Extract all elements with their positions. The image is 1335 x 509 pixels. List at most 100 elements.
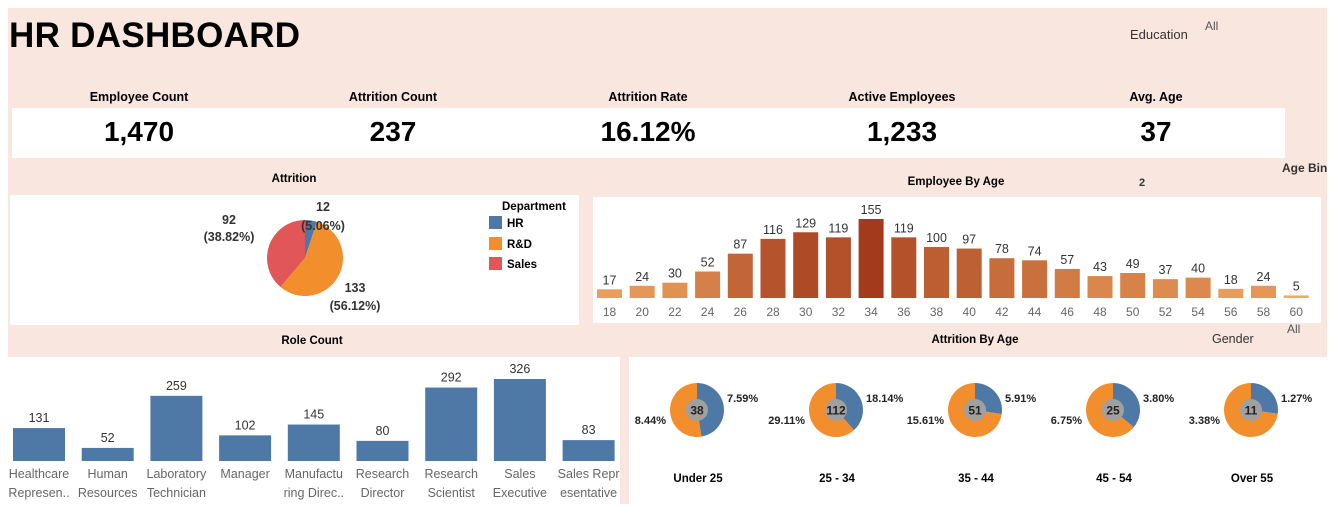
pie-slice-hr[interactable] bbox=[305, 220, 317, 258]
kpi-attrition-rate-value: 16.12% bbox=[600, 116, 696, 147]
age-bar[interactable] bbox=[1087, 276, 1113, 298]
kpi-active-employees-value: 1,233 bbox=[866, 116, 938, 147]
age-bar[interactable] bbox=[1218, 288, 1244, 298]
attrition-age-blue-label: 1.27% bbox=[1281, 393, 1312, 405]
department-pie[interactable] bbox=[266, 220, 343, 296]
sales-percent-label: (38.82%) bbox=[204, 230, 255, 244]
role-bar[interactable] bbox=[356, 440, 409, 461]
age-bar-value: 49 bbox=[1126, 257, 1140, 271]
age-bar[interactable] bbox=[1022, 260, 1048, 298]
hr-value-label: 12 bbox=[316, 200, 330, 214]
hr-percent-label: (5.06%) bbox=[301, 219, 345, 233]
attrition-age-slice-blue[interactable] bbox=[1113, 383, 1140, 428]
age-bar[interactable] bbox=[1152, 279, 1178, 298]
age-bar[interactable] bbox=[793, 232, 819, 298]
role-bar[interactable] bbox=[150, 395, 203, 461]
age-bar[interactable] bbox=[989, 258, 1015, 298]
legend-sales-label[interactable]: Sales bbox=[507, 259, 537, 271]
kpi-employee-count-label: Employee Count bbox=[89, 90, 189, 104]
age-bin-value[interactable]: 2 bbox=[1139, 177, 1146, 189]
legend-sales-swatch[interactable] bbox=[489, 257, 502, 270]
role-axis-label: Research Scientist bbox=[416, 465, 486, 503]
age-tick-label: 40 bbox=[963, 305, 977, 319]
attrition-age-group-label: Under 25 bbox=[673, 473, 723, 485]
sales-value-label: 92 bbox=[222, 213, 236, 227]
role-bar[interactable] bbox=[13, 428, 65, 461]
role-bar-value: 259 bbox=[166, 379, 187, 393]
role-axis-label-line: esentative bbox=[560, 486, 618, 500]
role-bar-value: 102 bbox=[235, 418, 256, 432]
donut-center bbox=[964, 399, 986, 421]
role-axis-label-line: Technician bbox=[146, 486, 206, 500]
role-bar[interactable] bbox=[219, 435, 272, 461]
kpi-employee-count-value: 1,470 bbox=[103, 116, 175, 147]
age-bar[interactable] bbox=[695, 271, 721, 298]
kpi-avg-age-label: Avg. Age bbox=[1129, 90, 1183, 104]
age-bar[interactable] bbox=[956, 248, 982, 298]
role-bar-value: 83 bbox=[582, 423, 596, 437]
age-bar[interactable] bbox=[727, 253, 753, 298]
pie-slice-rd[interactable] bbox=[280, 221, 343, 296]
role-axis-label-line: Scientist bbox=[427, 486, 475, 500]
attrition-age-slice-blue[interactable] bbox=[836, 383, 863, 431]
age-bar[interactable] bbox=[629, 285, 655, 298]
role-count-chart: 131 52 259 102 145 80 292 326 83 bbox=[13, 362, 615, 461]
role-bar[interactable] bbox=[562, 440, 615, 461]
age-bar-value: 43 bbox=[1093, 260, 1107, 274]
age-bar-value: 119 bbox=[828, 221, 848, 235]
legend-hr-swatch[interactable] bbox=[489, 216, 502, 229]
age-bar[interactable] bbox=[891, 237, 917, 298]
attrition-age-group-label: 45 - 54 bbox=[1096, 473, 1132, 485]
role-axis-label-line: Human bbox=[87, 467, 128, 481]
role-bar[interactable] bbox=[493, 379, 546, 461]
education-filter-value[interactable]: All bbox=[1205, 19, 1219, 33]
role-bar-value: 145 bbox=[303, 408, 324, 422]
legend-rd-label[interactable]: R&D bbox=[507, 239, 532, 251]
attrition-age-slice-blue[interactable] bbox=[697, 383, 724, 437]
age-bar-value: 18 bbox=[1224, 273, 1238, 287]
legend-rd-swatch[interactable] bbox=[489, 237, 502, 250]
role-bar[interactable] bbox=[425, 387, 478, 461]
attrition-age-slice-orange[interactable] bbox=[670, 383, 702, 437]
role-axis-label-line bbox=[210, 484, 280, 503]
role-axis-label: Healthcare Represen.. bbox=[4, 465, 74, 503]
education-filter-label: Education bbox=[1130, 27, 1188, 42]
age-bar[interactable] bbox=[760, 238, 786, 298]
role-bar[interactable] bbox=[287, 424, 340, 461]
pie-slice-sales[interactable] bbox=[266, 220, 305, 288]
age-bar[interactable] bbox=[1283, 295, 1309, 298]
role-bar-value: 52 bbox=[101, 431, 115, 445]
age-bar[interactable] bbox=[1120, 273, 1146, 298]
gender-filter-value[interactable]: All bbox=[1287, 322, 1301, 336]
age-bar[interactable] bbox=[662, 282, 688, 298]
age-bar-value: 119 bbox=[894, 221, 914, 235]
age-bar[interactable] bbox=[1054, 268, 1080, 298]
kpi-attrition-count-value: 237 bbox=[369, 116, 417, 147]
attrition-section-title: Attrition bbox=[271, 173, 317, 185]
role-axis-label: Manager bbox=[210, 465, 280, 503]
age-tick-label: 18 bbox=[603, 305, 617, 319]
donut-center bbox=[1102, 399, 1124, 421]
age-bar-value: 24 bbox=[635, 270, 649, 284]
age-bar[interactable] bbox=[1251, 285, 1276, 298]
kpi-active-employees-label: Active Employees bbox=[848, 90, 956, 104]
age-bar[interactable] bbox=[924, 247, 949, 298]
age-bar[interactable] bbox=[597, 289, 622, 298]
age-bar[interactable] bbox=[858, 219, 884, 298]
attrition-age-group-label: 35 - 44 bbox=[958, 473, 994, 485]
role-axis-label-line: Represen.. bbox=[8, 486, 70, 500]
role-axis-label-line: Executive bbox=[492, 486, 547, 500]
kpi-attrition-rate-label: Attrition Rate bbox=[608, 90, 688, 104]
age-bar[interactable] bbox=[825, 237, 851, 298]
role-axis-label-line: Research bbox=[355, 467, 410, 481]
age-tick-label: 48 bbox=[1093, 305, 1107, 319]
age-bar-value: 100 bbox=[926, 231, 947, 245]
attrition-pie-chart: 92 (38.82%) 12 (5.06%) 133 (56.12%) Depa… bbox=[204, 200, 566, 313]
age-bar-value: 37 bbox=[1158, 263, 1172, 277]
age-bar[interactable] bbox=[1185, 277, 1211, 298]
attrition-age-orange-label: 29.11% bbox=[768, 415, 805, 427]
legend-hr-label[interactable]: HR bbox=[507, 218, 524, 230]
role-bar[interactable] bbox=[81, 447, 134, 461]
age-tick-label: 36 bbox=[897, 305, 911, 319]
role-count-panel: 131 52 259 102 145 80 292 326 83 bbox=[8, 357, 620, 504]
